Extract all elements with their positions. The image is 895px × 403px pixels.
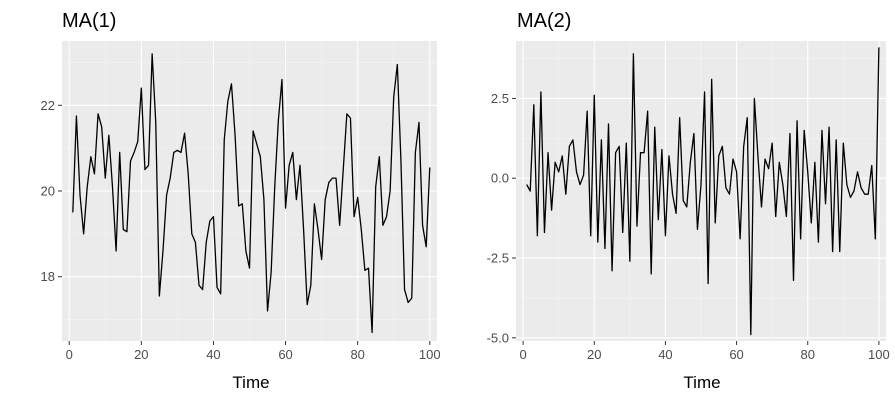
ma2-y-tick-label: 2.5 bbox=[491, 91, 509, 106]
ma2-y-tick-label: 0.0 bbox=[491, 171, 509, 186]
ma2-x-axis-title: Time bbox=[683, 373, 720, 392]
ma2-title: MA(2) bbox=[517, 10, 571, 32]
ma2-series-line bbox=[526, 47, 880, 336]
ma1-title: MA(1) bbox=[62, 10, 116, 32]
ma1-x-tick-label: 40 bbox=[206, 347, 220, 362]
ma2-plot: 0 20 40 60 80 100 -5.0 -2.5 0.0 2.5 MA(2) Time bbox=[487, 10, 890, 392]
ma1-y-tick-label: 22 bbox=[41, 98, 55, 113]
ma1-y-tick-label: 20 bbox=[41, 184, 55, 199]
ma2-x-tick-label: 100 bbox=[868, 347, 890, 362]
ma1-x-axis-title: Time bbox=[232, 373, 269, 392]
ma1-plot-area: 0 20 40 60 80 100 18 20 22 bbox=[41, 41, 441, 362]
ma2-x-tick-label: 20 bbox=[587, 347, 601, 362]
ma2-x-tick-label: 0 bbox=[519, 347, 526, 362]
ma1-x-tick-label: 100 bbox=[419, 347, 441, 362]
ma2-x-tick-label: 40 bbox=[658, 347, 672, 362]
ma1-x-tick-label: 20 bbox=[134, 347, 148, 362]
ma1-y-tick-label: 18 bbox=[41, 269, 55, 284]
ma2-y-tick-label: -2.5 bbox=[487, 251, 509, 266]
ma1-x-tick-label: 0 bbox=[66, 347, 73, 362]
ma1-x-tick-label: 80 bbox=[350, 347, 364, 362]
ma1-x-tick-label: 60 bbox=[278, 347, 292, 362]
ma2-x-tick-label: 80 bbox=[800, 347, 814, 362]
ma1-plot: 0 20 40 60 80 100 18 20 22 MA(1) Time bbox=[41, 10, 441, 392]
ma1-series-line bbox=[72, 53, 431, 334]
ma2-plot-area: 0 20 40 60 80 100 -5.0 -2.5 0.0 2.5 bbox=[487, 41, 890, 362]
ma2-y-tick-label: -5.0 bbox=[487, 330, 509, 345]
ma2-x-tick-label: 60 bbox=[729, 347, 743, 362]
